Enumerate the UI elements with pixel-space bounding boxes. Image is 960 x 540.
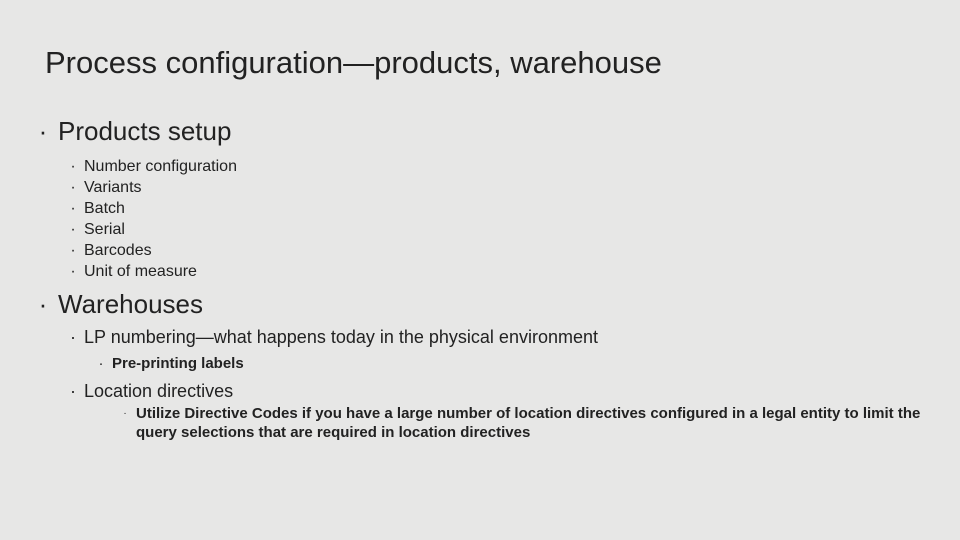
list-item-text: Number configuration: [84, 156, 237, 177]
bullet-icon: ·: [62, 240, 84, 261]
list-item-text: Utilize Directive Codes if you have a la…: [136, 404, 932, 442]
bullet-icon: ·: [62, 326, 84, 348]
list-item: ·Batch: [0, 198, 960, 219]
list-item-text: Batch: [84, 198, 125, 219]
bullet-icon: ·: [62, 261, 84, 282]
list-item: ·Variants: [0, 177, 960, 198]
list-item-text: Barcodes: [84, 240, 152, 261]
bullet-icon: ·: [62, 380, 84, 402]
bullet-icon: ·: [62, 177, 84, 198]
list-item: ·LP numbering—what happens today in the …: [0, 326, 960, 348]
bullet-icon: ·: [62, 219, 84, 240]
list-item-text: Unit of measure: [84, 261, 197, 282]
list-item-text: Pre-printing labels: [112, 354, 244, 373]
list-item-text: Variants: [84, 177, 142, 198]
list-item: ·Barcodes: [0, 240, 960, 261]
bullet-icon: ·: [62, 198, 84, 219]
bullet-icon: ·: [114, 404, 136, 423]
section-heading-text: Warehouses: [58, 289, 203, 319]
slide: Process configuration—products, warehous…: [0, 0, 960, 540]
list-item: ·Pre-printing labels: [0, 354, 960, 373]
slide-title: Process configuration—products, warehous…: [45, 45, 662, 81]
section-heading-warehouses: ·Warehouses: [0, 289, 960, 319]
list-item: ·Serial: [0, 219, 960, 240]
bullet-icon: ·: [90, 354, 112, 373]
list-item: ·Number configuration: [0, 156, 960, 177]
bullet-icon: ·: [28, 116, 58, 146]
list-item: ·Utilize Directive Codes if you have a l…: [0, 404, 960, 442]
bullet-icon: ·: [28, 289, 58, 319]
list-item: ·Unit of measure: [0, 261, 960, 282]
bullet-icon: ·: [62, 156, 84, 177]
list-item-text: LP numbering—what happens today in the p…: [84, 326, 598, 348]
list-item-text: Serial: [84, 219, 125, 240]
section-heading-text: Products setup: [58, 116, 231, 146]
list-item-text: Location directives: [84, 380, 233, 402]
list-item: ·Location directives: [0, 380, 960, 402]
section-heading-products: ·Products setup: [0, 116, 960, 146]
